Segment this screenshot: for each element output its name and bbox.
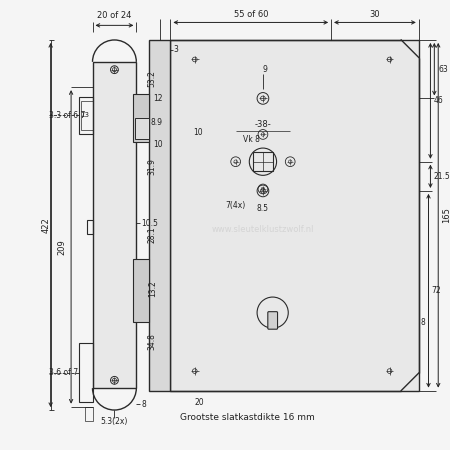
Text: 165: 165: [442, 207, 450, 223]
Text: 3.3 of 6.7: 3.3 of 6.7: [49, 111, 85, 120]
Text: 30: 30: [369, 9, 380, 18]
Text: 53.2: 53.2: [148, 71, 157, 87]
Text: 13: 13: [80, 112, 89, 118]
Text: 9: 9: [262, 65, 267, 74]
Bar: [171, 40, 419, 391]
Bar: [79, 343, 93, 402]
Text: 72: 72: [432, 286, 441, 295]
Text: 7(4x): 7(4x): [225, 201, 246, 210]
Text: 10: 10: [153, 140, 162, 148]
Text: 20 of 24: 20 of 24: [97, 12, 131, 21]
Text: 12: 12: [153, 94, 162, 103]
Text: 13.2: 13.2: [148, 280, 157, 297]
Bar: [81, 101, 93, 130]
Text: 3.6 of 7: 3.6 of 7: [49, 368, 78, 377]
Bar: [85, 407, 93, 421]
Text: 8.5: 8.5: [257, 204, 269, 213]
Bar: [135, 118, 149, 140]
Text: 8: 8: [421, 318, 425, 327]
Text: 5.3(2x): 5.3(2x): [101, 417, 128, 426]
Bar: [93, 62, 136, 388]
Bar: [133, 94, 149, 142]
Text: 10.5: 10.5: [141, 219, 158, 228]
Text: 8.9: 8.9: [151, 118, 162, 127]
Bar: [79, 97, 93, 134]
Text: 10: 10: [193, 128, 202, 137]
Text: 209: 209: [57, 239, 66, 255]
FancyBboxPatch shape: [268, 312, 278, 329]
Text: 63: 63: [438, 65, 448, 74]
Text: Grootste slatkastdikte 16 mm: Grootste slatkastdikte 16 mm: [180, 413, 315, 422]
Bar: [133, 259, 149, 322]
Text: Vk 8: Vk 8: [243, 135, 260, 144]
Text: 8: 8: [141, 400, 146, 409]
Text: 20: 20: [195, 398, 204, 407]
Text: 31.9: 31.9: [148, 158, 157, 175]
Bar: [87, 220, 93, 234]
Text: 21.5: 21.5: [433, 172, 450, 181]
Text: 28.1: 28.1: [148, 226, 157, 243]
Bar: [253, 152, 273, 171]
Text: 3: 3: [173, 45, 178, 54]
Text: 34.8: 34.8: [148, 333, 157, 350]
Text: -38-: -38-: [255, 120, 271, 129]
Text: www.sleutelklustzwolf.nl: www.sleutelklustzwolf.nl: [212, 225, 314, 234]
Text: 422: 422: [41, 217, 50, 233]
Text: 46: 46: [433, 96, 443, 105]
Text: 55 of 60: 55 of 60: [234, 9, 268, 18]
Bar: [149, 40, 171, 391]
